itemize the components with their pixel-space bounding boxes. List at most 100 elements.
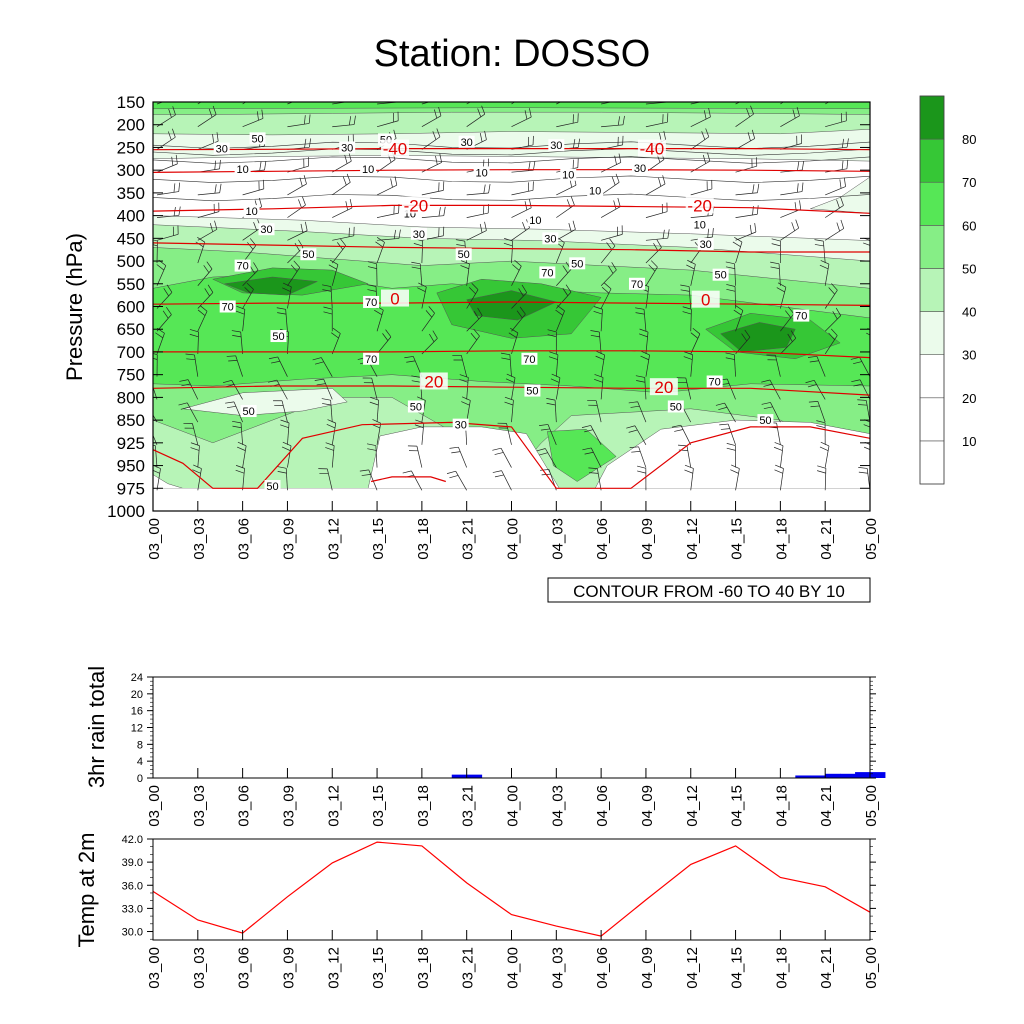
temperature-contour-label: -20 <box>687 196 712 215</box>
pressure-tick-label: 1000 <box>107 502 145 521</box>
humidity-contour-label: 70 <box>365 354 377 366</box>
wind-barb <box>192 464 202 491</box>
wind-barb-flag <box>733 309 742 316</box>
wind-barb-staff <box>321 357 333 377</box>
wind-barb-flag <box>593 306 603 310</box>
wind-barb-flag <box>171 156 174 166</box>
wind-barb <box>242 179 265 196</box>
wind-barb-staff <box>240 331 243 354</box>
wind-barb-staff <box>690 102 702 105</box>
wind-barb-staff <box>734 354 736 377</box>
wind-barb-staff <box>421 422 425 445</box>
wind-barb <box>808 401 826 423</box>
pressure-tick-label: 350 <box>117 184 145 203</box>
wind-barb-flag <box>770 261 780 265</box>
time-axis: 03_00 03_03 03_06 03_09 03_12 03_15 03_18 03_21… <box>146 501 880 560</box>
wind-barb-flag <box>346 173 351 183</box>
wind-barb-staff <box>287 331 290 354</box>
wind-barb-flag <box>715 402 725 406</box>
wind-barb <box>411 261 423 286</box>
rain-tick-label: 24 <box>131 672 143 684</box>
wind-barb-flag <box>886 197 889 206</box>
wind-barb-flag <box>594 378 603 383</box>
temperature-contour-line <box>153 242 870 253</box>
colorbar-label: 70 <box>962 175 976 190</box>
wind-barb-flag <box>461 401 470 406</box>
wind-barb-flag <box>677 444 688 447</box>
wind-barb-flag <box>686 264 695 270</box>
wind-barb-flag <box>656 239 662 248</box>
wind-barb-flag <box>875 311 881 318</box>
wind-barb-staff <box>865 400 870 423</box>
time-tick-label: 03_15 <box>370 518 387 560</box>
humidity-label-bg <box>542 232 559 245</box>
wind-barb-staff <box>330 286 333 309</box>
wind-barb-flag <box>611 176 616 186</box>
wind-barb-flag <box>828 332 835 340</box>
wind-barb-flag <box>562 265 569 274</box>
humidity-contour-line <box>153 156 870 164</box>
wind-barb-flag <box>479 132 483 142</box>
wind-barb-flag <box>730 469 739 474</box>
wind-barb-staff <box>376 400 380 423</box>
wind-barb <box>226 355 243 377</box>
wind-barb <box>156 284 173 309</box>
wind-barb-flag <box>771 238 781 242</box>
humidity-label-bg <box>300 248 317 261</box>
wind-barb-flag <box>300 223 304 233</box>
wind-barb <box>446 470 467 491</box>
wind-barb <box>287 114 311 128</box>
wind-barb-flag <box>483 84 485 93</box>
wind-barb-flag <box>390 178 393 188</box>
wind-barb-flag <box>246 282 254 290</box>
wind-barb <box>376 176 398 196</box>
wind-barb-flag <box>774 442 784 447</box>
wind-barb-staff <box>421 286 427 309</box>
humidity-contour-label: 70 <box>631 279 643 291</box>
wind-barb <box>242 109 264 128</box>
rain-bar <box>870 772 886 778</box>
wind-barb-staff <box>466 377 469 400</box>
temperature-label-bg <box>649 378 678 396</box>
pressure-tick-label: 150 <box>117 93 145 112</box>
wind-barb-flag <box>878 307 884 314</box>
wind-barb-staff <box>511 207 532 218</box>
wind-barb-flag <box>885 226 886 235</box>
wind-barb <box>511 306 526 332</box>
wind-barb <box>314 378 333 400</box>
time-tick-label: 04_03 <box>549 947 566 989</box>
time-tick-label: 03_00 <box>146 947 163 989</box>
wind-barb-staff <box>460 355 468 377</box>
wind-barb-flag <box>402 470 412 474</box>
wind-barb-flag <box>492 470 502 473</box>
wind-barb-flag <box>192 469 201 474</box>
humidity-fill-region <box>153 102 870 110</box>
wind-barb-flag <box>367 448 377 451</box>
wind-barb <box>581 425 602 445</box>
temperature-axis-label: Temp at 2m <box>74 833 99 948</box>
temperature-contour-line <box>153 204 870 214</box>
wind-barb-staff <box>153 434 158 445</box>
wind-barb-flag <box>785 310 792 318</box>
humidity-contour-label: 50 <box>302 249 314 261</box>
humidity-label-bg <box>410 227 427 240</box>
wind-barb-flag <box>522 86 525 94</box>
wind-barb-staff <box>825 120 847 128</box>
wind-barb-flag <box>344 154 348 164</box>
humidity-colorbar: 10 20 30 40 50 60 70 80 <box>919 95 976 485</box>
wind-barb-flag <box>750 105 754 115</box>
wind-barb-flag <box>304 115 306 125</box>
wind-barb-staff <box>332 124 355 128</box>
wind-barb-flag <box>547 334 557 338</box>
wind-barb <box>280 419 290 445</box>
wind-barb-flag <box>256 111 259 121</box>
temperature-contour-label: -40 <box>383 140 408 159</box>
wind-barb <box>773 442 784 468</box>
wind-barb-staff <box>869 171 870 173</box>
humidity-contour-label: 30 <box>341 142 353 154</box>
wind-barb-flag <box>674 429 684 432</box>
wind-barb-staff <box>645 266 658 286</box>
wind-barb <box>312 357 333 377</box>
wind-barb-flag <box>372 419 381 424</box>
wind-barb-staff <box>332 235 354 241</box>
